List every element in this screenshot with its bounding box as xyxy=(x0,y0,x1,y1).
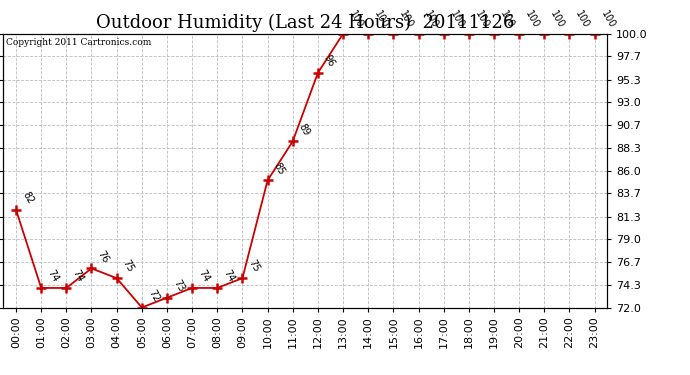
Text: 100: 100 xyxy=(423,9,440,30)
Text: 100: 100 xyxy=(347,9,365,30)
Text: 74: 74 xyxy=(46,268,60,284)
Text: 74: 74 xyxy=(196,268,211,284)
Text: 75: 75 xyxy=(121,258,136,274)
Text: 100: 100 xyxy=(523,9,541,30)
Text: 96: 96 xyxy=(322,53,337,69)
Text: 100: 100 xyxy=(573,9,591,30)
Title: Outdoor Humidity (Last 24 Hours)  20111126: Outdoor Humidity (Last 24 Hours) 2011112… xyxy=(96,14,515,32)
Text: 72: 72 xyxy=(146,288,161,303)
Text: 76: 76 xyxy=(96,249,110,264)
Text: 100: 100 xyxy=(373,9,391,30)
Text: 100: 100 xyxy=(599,9,617,30)
Text: 85: 85 xyxy=(272,160,286,176)
Text: 73: 73 xyxy=(171,278,186,294)
Text: 100: 100 xyxy=(397,9,415,30)
Text: 100: 100 xyxy=(448,9,466,30)
Text: 89: 89 xyxy=(297,122,312,137)
Text: 100: 100 xyxy=(549,9,566,30)
Text: 74: 74 xyxy=(221,268,236,284)
Text: 82: 82 xyxy=(20,190,35,206)
Text: Copyright 2011 Cartronics.com: Copyright 2011 Cartronics.com xyxy=(6,38,152,47)
Text: 100: 100 xyxy=(473,9,491,30)
Text: 75: 75 xyxy=(246,258,262,274)
Text: 74: 74 xyxy=(70,268,86,284)
Text: 100: 100 xyxy=(498,9,516,30)
